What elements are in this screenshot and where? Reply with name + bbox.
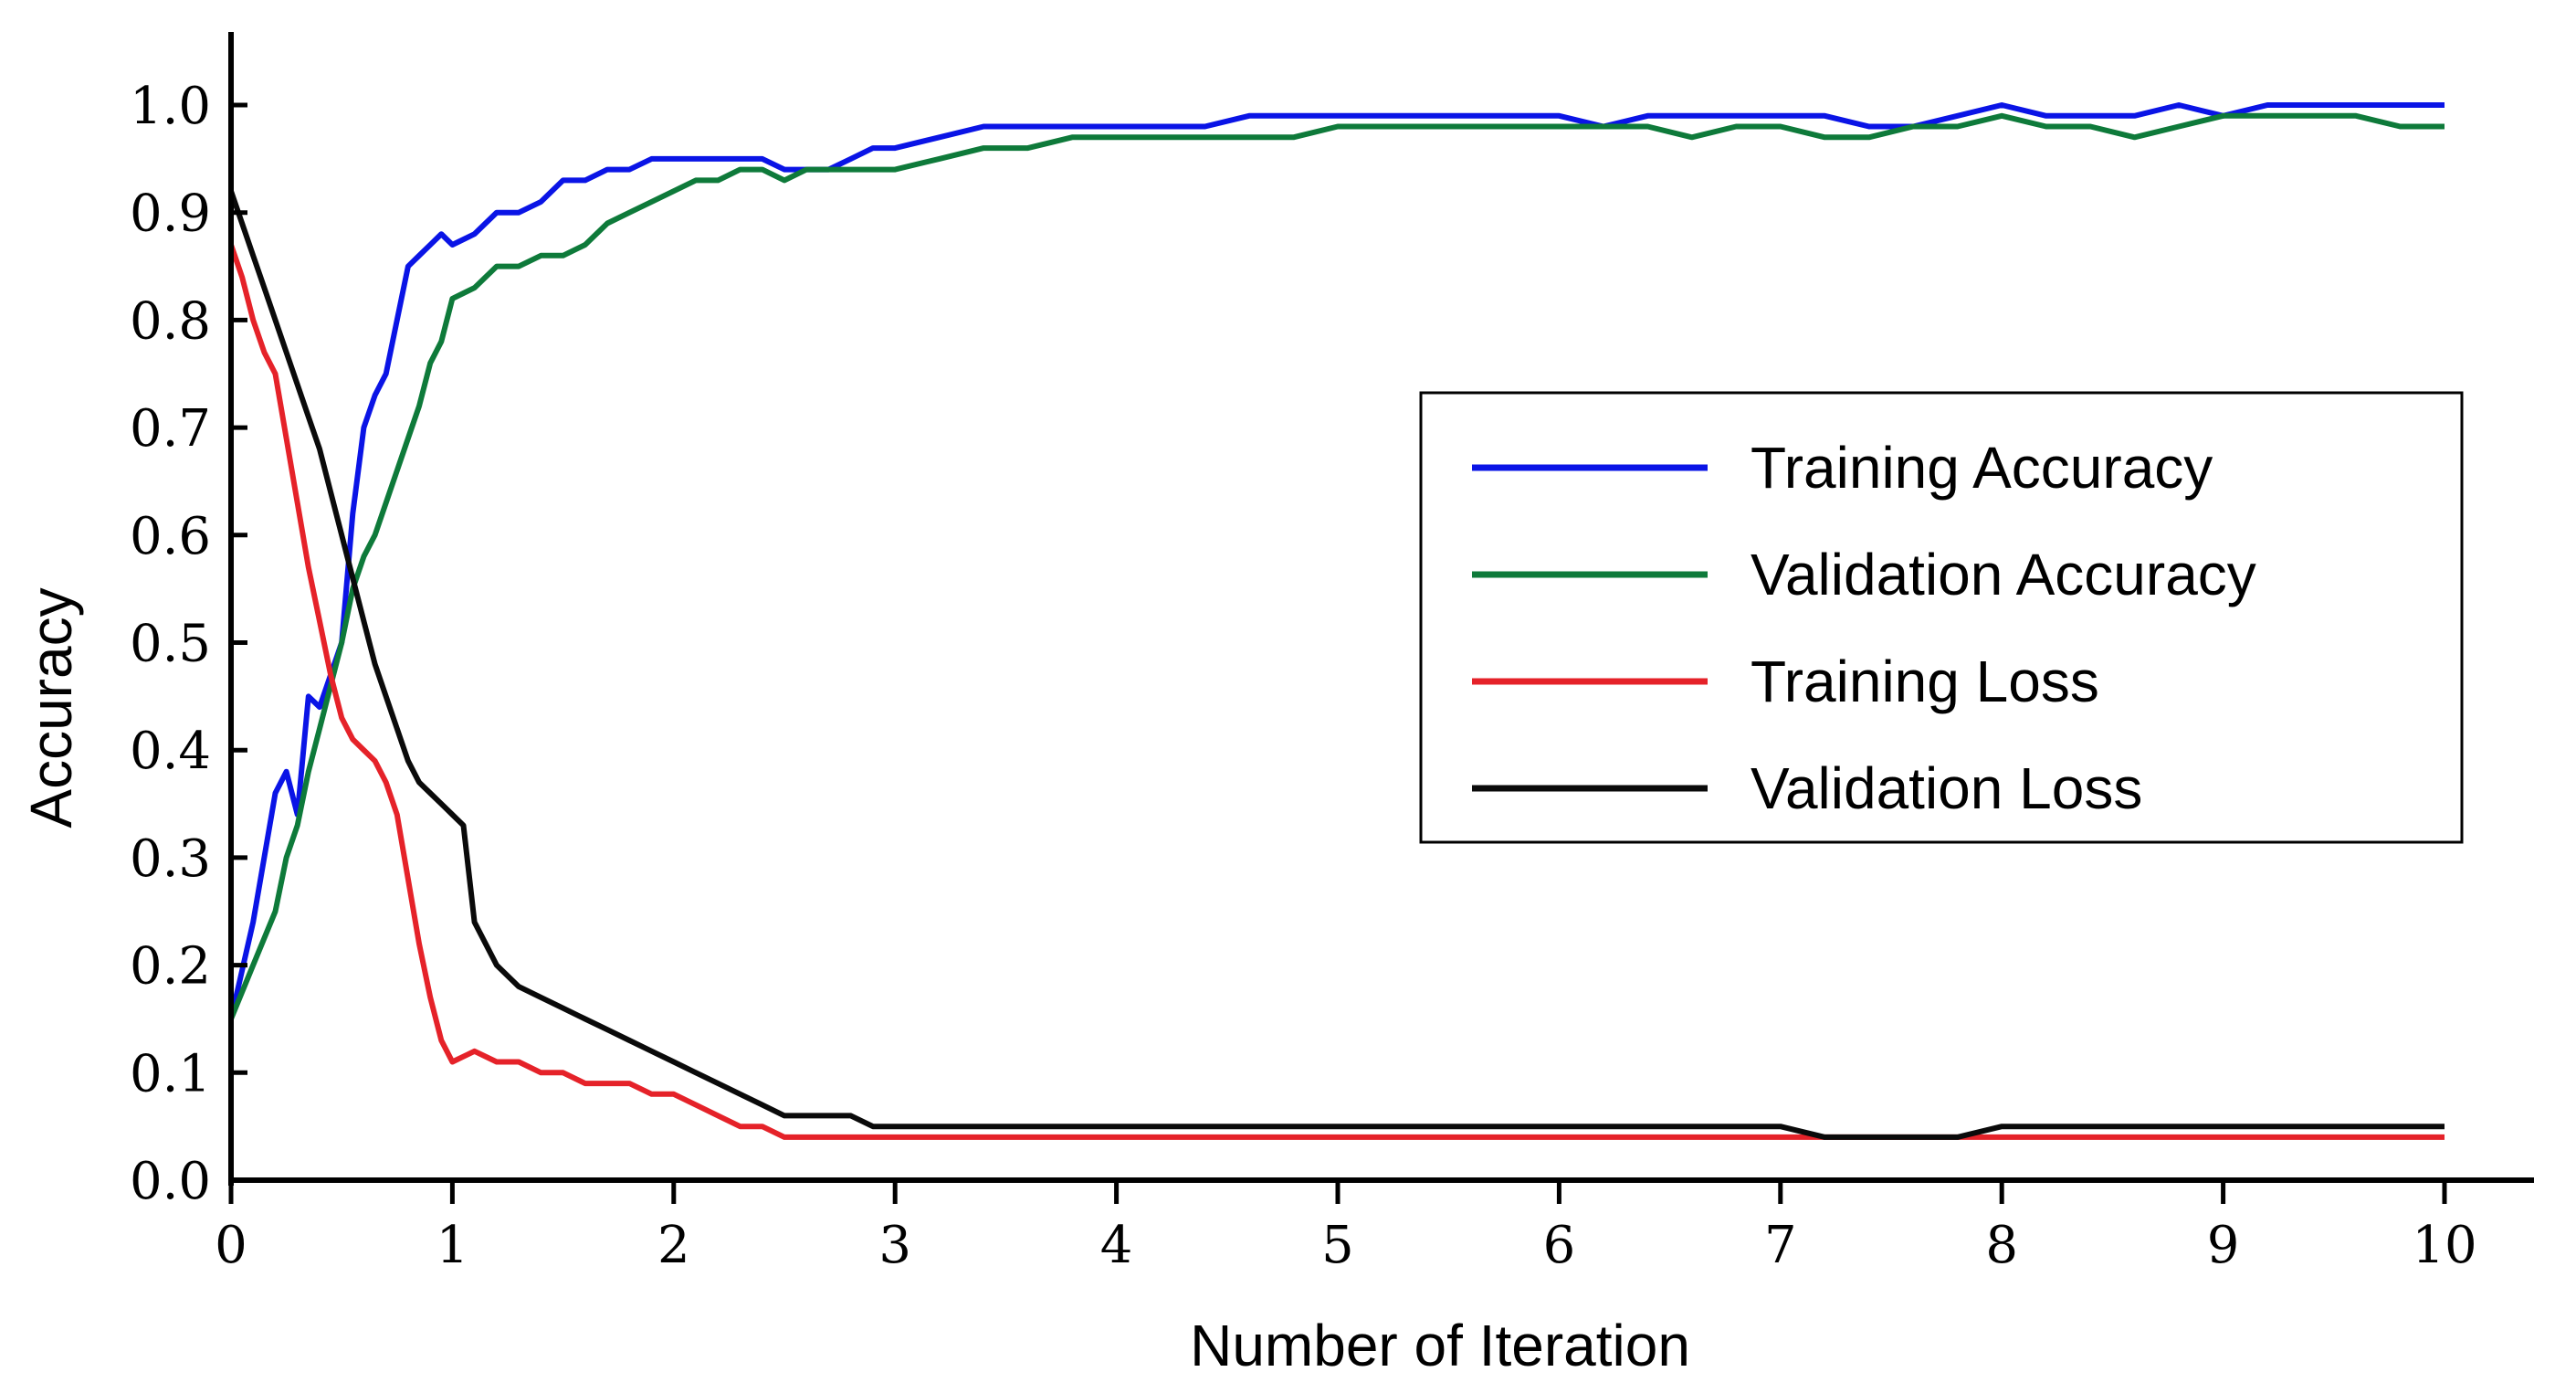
series-line-validation-accuracy (228, 112, 2445, 1020)
legend-label: Validation Accuracy (1751, 542, 2256, 607)
y-tick-label: 0.3 (130, 829, 211, 889)
y-tick-label: 0.9 (130, 185, 211, 244)
x-tick-label: 3 (878, 1216, 911, 1275)
y-tick-label: 0.6 (130, 507, 211, 566)
y-tick-label: 0.5 (130, 615, 211, 674)
x-tick-label: 5 (1321, 1216, 1354, 1275)
legend-label: Training Loss (1751, 649, 2099, 714)
y-tick-label: 0.2 (130, 937, 211, 997)
ticks-layer: 0 1 2 3 4 5 6 7 8 9 10 0.0 0.1 0.2 0.3 0.4 0.5 0.6 0.7 0.8 0… (130, 77, 2477, 1275)
x-tick-label: 1 (436, 1216, 469, 1275)
x-tick-label: 10 (2412, 1216, 2476, 1275)
x-tick-label: 7 (1764, 1216, 1797, 1275)
y-tick-label: 0.0 (130, 1152, 211, 1211)
legend: Training Accuracy Validation Accuracy Trai… (1419, 391, 2464, 844)
series-line-validation-loss (228, 190, 2445, 1140)
y-tick-label: 0.8 (130, 291, 211, 351)
legend-label: Training Accuracy (1751, 435, 2213, 501)
x-tick-label: 4 (1100, 1216, 1133, 1275)
legend-items: Training Accuracy Validation Accuracy Trai… (1472, 435, 2256, 821)
y-tick-label: 0.7 (130, 399, 211, 459)
legend-label: Validation Loss (1751, 755, 2142, 821)
series-layer (228, 102, 2445, 1140)
axes-layer (228, 32, 2534, 1186)
x-axis-label: Number of Iteration (1190, 1313, 1690, 1378)
x-tick-label: 9 (2207, 1216, 2240, 1275)
x-tick-label: 0 (215, 1216, 247, 1275)
x-tick-label: 2 (657, 1216, 690, 1275)
y-axis-label: Accuracy (18, 587, 84, 828)
x-tick-label: 6 (1543, 1216, 1576, 1275)
x-tick-label: 8 (1985, 1216, 2018, 1275)
y-tick-label: 0.1 (130, 1044, 211, 1103)
y-tick-label: 0.4 (130, 722, 211, 781)
y-tick-label: 1.0 (130, 77, 211, 136)
